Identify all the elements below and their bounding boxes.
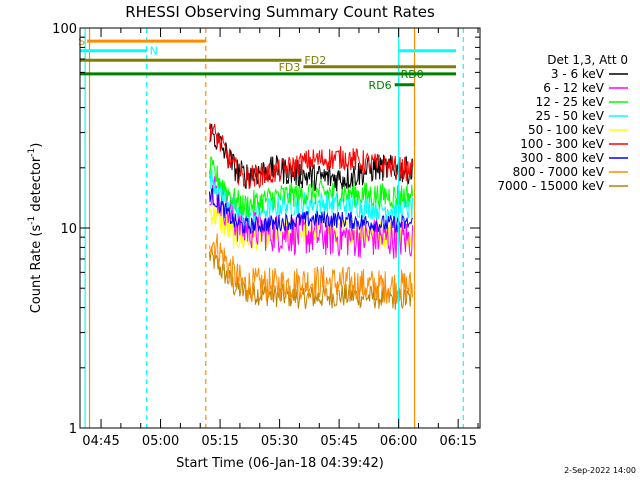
data-layer [208,123,413,310]
x-tick-label: 05:45 [320,434,357,449]
series-line-6 [208,187,413,234]
series-line-7 [208,233,413,304]
flag-label-n: N [150,45,158,58]
series-line-8 [208,245,413,310]
footer-date: 2-Sep-2022 14:00 [564,466,636,475]
y-tick-label: 100 [52,22,77,37]
y-tick-label: 1 [69,422,77,437]
legend-label: 7000 - 15000 keV [497,179,604,193]
flag-label-s: S [78,35,85,48]
legend-label: 3 - 6 keV [551,67,605,81]
series-line-2 [208,156,413,218]
legend-label: 100 - 300 keV [520,137,604,151]
x-tick-label: 05:30 [261,434,298,449]
series-line-0 [209,123,413,192]
flag-label-rd0: RD0 [401,68,424,81]
y-axis-label: Count Rate (s-1 detector-1) [27,143,44,314]
legend-label: 6 - 12 keV [543,81,605,95]
y-tick-label: 10 [60,222,77,237]
legend-title: Det 1,3, Att 0 [547,53,628,67]
legend-label: 50 - 100 keV [528,123,605,137]
chart-title: RHESSI Observing Summary Count Rates [125,3,435,21]
series-line-3 [208,167,413,228]
legend-label: 800 - 7000 keV [513,165,605,179]
axis-layer: 04:45 05:00 05:15 05:30 05:45 06:00 06:15 1 10 10… [52,22,480,449]
x-tick-label: 05:15 [201,434,238,449]
flag-label-fd2: FD2 [304,54,326,67]
x-tick-label: 06:00 [380,434,417,449]
x-tick-label: 04:45 [82,434,119,449]
x-axis-label: Start Time (06-Jan-18 04:39:42) [176,456,384,471]
legend-label: 12 - 25 keV [536,95,605,109]
x-tick-label: 05:00 [142,434,179,449]
legend-label: 300 - 800 keV [520,151,604,165]
series-line-5 [208,123,413,189]
flag-label-fd3: FD3 [279,61,301,74]
legend-label: 25 - 50 keV [536,109,605,123]
flag-label-rd6: RD6 [369,79,392,92]
x-tick-label: 06:15 [439,434,476,449]
